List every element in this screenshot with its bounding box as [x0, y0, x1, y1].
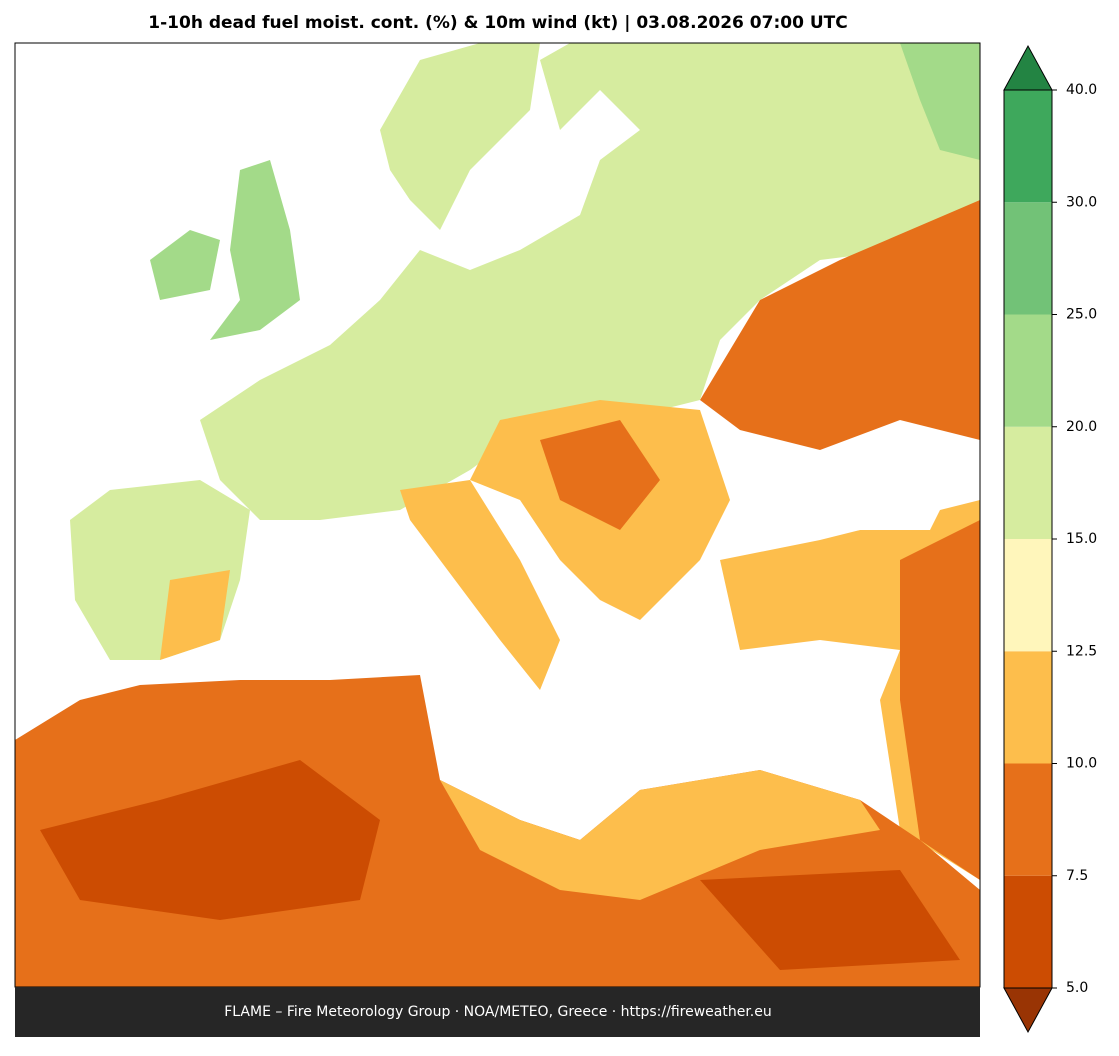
land-east — [700, 200, 980, 450]
colorbar-tick-label: 20.0 — [1066, 419, 1097, 435]
land-scandinavia — [380, 43, 540, 230]
colorbar-tick-label: 15.0 — [1066, 531, 1097, 547]
footer: FLAME – Fire Meteorology Group · NOA/MET… — [224, 1004, 772, 1020]
land-pannonia — [540, 420, 660, 530]
land-coast — [440, 770, 880, 900]
colorbar-under — [1003, 987, 1053, 1034]
land-levant — [900, 520, 980, 880]
colorbar-band — [1004, 539, 1052, 652]
colorbar-tick-label: 25.0 — [1066, 307, 1097, 323]
footer-bar — [15, 987, 980, 1037]
land-europe — [200, 43, 980, 520]
land-iberia-dry — [160, 570, 230, 660]
colorbar-band — [1004, 875, 1052, 988]
colorbar: 5.0 7.5 10.0 12.5 15.0 20.0 25.0 30.0 40.0 — [1003, 44, 1097, 1034]
land-green — [900, 43, 980, 160]
colorbar-band — [1004, 314, 1052, 427]
colorbar-tick-label: 12.5 — [1066, 643, 1097, 659]
land-egypt — [700, 870, 960, 970]
colorbar-tick-label: 5.0 — [1066, 980, 1088, 996]
colorbar-tick-label: 7.5 — [1066, 868, 1088, 884]
colorbar-band — [1004, 763, 1052, 876]
title: 1-10h dead fuel moist. cont. (%) & 10m w… — [148, 13, 847, 33]
map — [15, 43, 980, 987]
colorbar-band — [1004, 426, 1052, 539]
colorbar-band — [1004, 202, 1052, 315]
colorbar-band — [1004, 90, 1052, 203]
land-italy — [400, 480, 560, 690]
land-sahara — [40, 760, 380, 920]
colorbar-band — [1004, 651, 1052, 764]
black-sea — [740, 450, 950, 540]
land-ireland — [150, 230, 220, 300]
colorbar-tick-label: 10.0 — [1066, 756, 1097, 772]
land-britain — [210, 160, 300, 340]
colorbar-tick-label: 30.0 — [1066, 194, 1097, 210]
colorbar-tick-label: 40.0 — [1066, 82, 1097, 98]
colorbar-over — [1003, 44, 1053, 91]
